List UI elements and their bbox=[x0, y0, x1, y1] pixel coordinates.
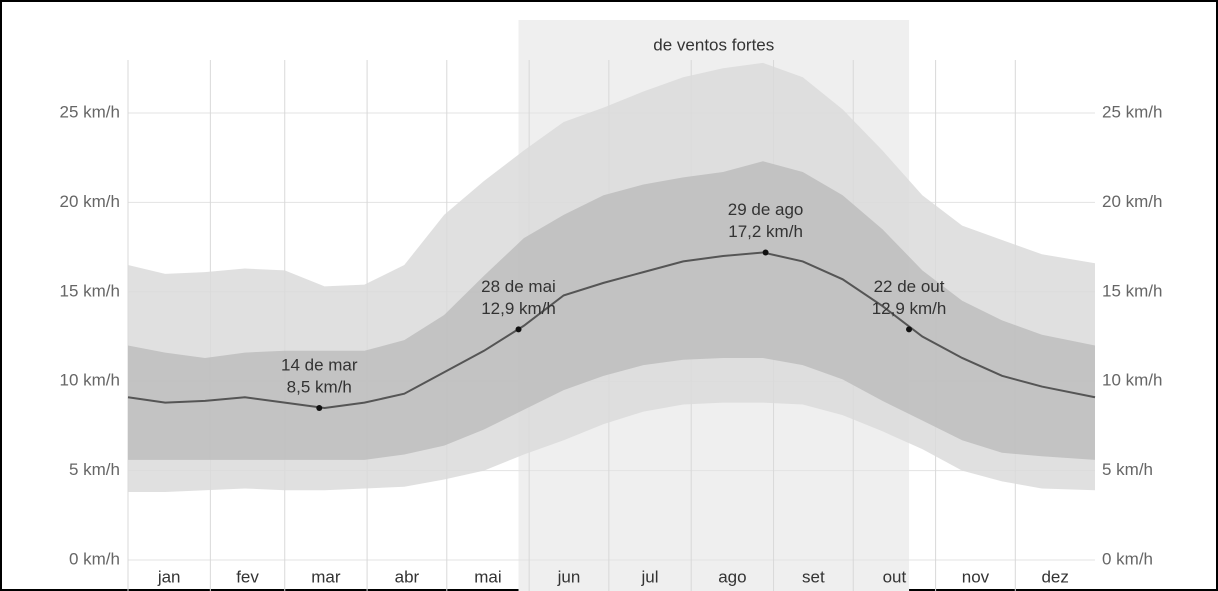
line bbox=[127, 251, 1096, 410]
y-tick-label: 15 km/h bbox=[60, 281, 120, 300]
x-tick-label: jul bbox=[641, 567, 659, 586]
text-layer: de ventos fortes 0 km/h 0 km/h 5 km/h 5 km/h… bbox=[60, 35, 1163, 586]
annotation-point bbox=[316, 405, 323, 412]
y-tick-label: 5 km/h bbox=[69, 460, 120, 479]
band bbox=[128, 161, 1095, 460]
x-tick-label: mar bbox=[311, 567, 341, 586]
annotation-label: 29 de ago bbox=[728, 200, 804, 219]
annotation-value-label: 12,9 km/h bbox=[481, 299, 556, 318]
x-tick-label: nov bbox=[962, 567, 990, 586]
data-layer bbox=[127, 62, 1096, 493]
x-tick-label: set bbox=[802, 567, 825, 586]
y2-tick-label: 10 km/h bbox=[1102, 371, 1162, 390]
y2-tick-label: 5 km/h bbox=[1102, 460, 1153, 479]
annotation-value-label: 17,2 km/h bbox=[728, 222, 803, 241]
y2-tick-label: 20 km/h bbox=[1102, 192, 1162, 211]
y-tick-label: 20 km/h bbox=[60, 192, 120, 211]
x-tick-label: jan bbox=[157, 567, 181, 586]
x-tick-label: jun bbox=[557, 567, 581, 586]
annotation-label: 22 de out bbox=[874, 277, 945, 296]
x-tick-label: dez bbox=[1041, 567, 1068, 586]
x-tick-label: out bbox=[883, 567, 907, 586]
annotation-point bbox=[906, 326, 913, 333]
x-tick-label: abr bbox=[395, 567, 420, 586]
x-tick-label: ago bbox=[718, 567, 746, 586]
x-tick-label: mai bbox=[474, 567, 501, 586]
annotation-point bbox=[515, 326, 522, 333]
annotation-label: 28 de mai bbox=[481, 277, 556, 296]
y-tick-label: 0 km/h bbox=[69, 549, 120, 568]
annotation-label: 14 de mar bbox=[281, 356, 358, 375]
y2-tick-label: 25 km/h bbox=[1102, 102, 1162, 121]
y2-tick-label: 15 km/h bbox=[1102, 281, 1162, 300]
annotation-value-label: 12,9 km/h bbox=[872, 299, 947, 318]
y-tick-label: 10 km/h bbox=[60, 371, 120, 390]
highlight-label: de ventos fortes bbox=[653, 35, 774, 54]
annotation-point bbox=[762, 249, 769, 256]
annotation-value-label: 8,5 km/h bbox=[287, 378, 352, 397]
y2-tick-label: 0 km/h bbox=[1102, 549, 1153, 568]
y-tick-label: 25 km/h bbox=[60, 102, 120, 121]
x-tick-label: fev bbox=[236, 567, 259, 586]
